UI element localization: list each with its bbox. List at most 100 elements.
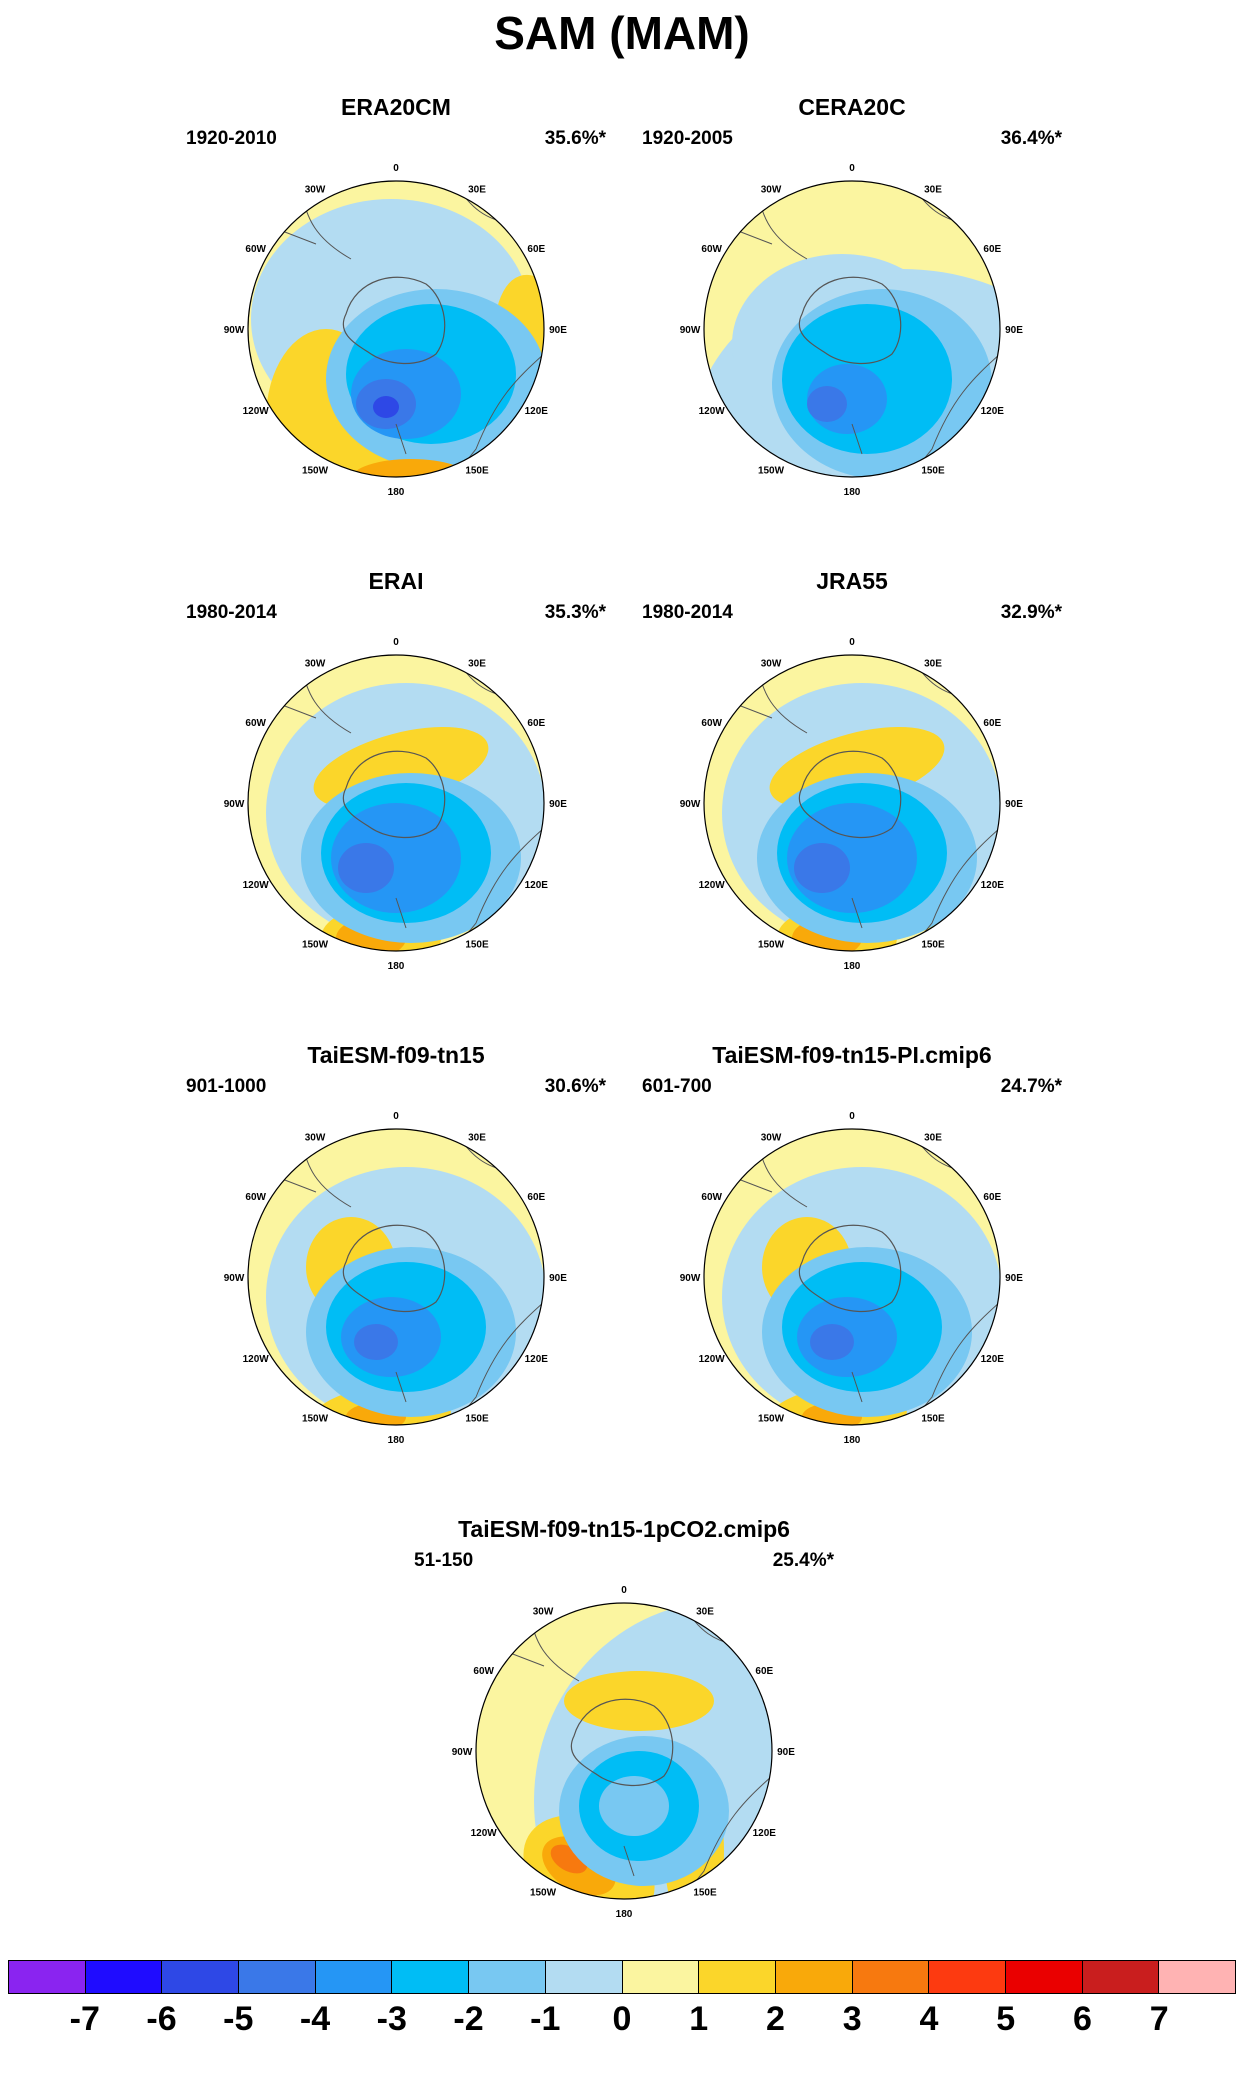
polar-map: 0 30E 60E 90E 120E 150E 180 150W 120W 90W 60W 30W [224, 637, 568, 972]
longitude-label: 90W [680, 325, 701, 336]
longitude-label: 150E [921, 465, 945, 476]
panel-variance: 35.3%* [544, 602, 606, 623]
longitude-label: 90W [224, 325, 245, 336]
longitude-label: 30E [924, 185, 942, 196]
contour-region [794, 843, 850, 893]
longitude-label: 90E [777, 1747, 795, 1758]
longitude-label: 180 [844, 487, 861, 498]
panel-title: ERAI [368, 568, 424, 594]
longitude-label: 0 [393, 1111, 399, 1122]
longitude-label: 30W [305, 185, 326, 196]
contour-region [354, 1324, 398, 1360]
colorbar-ticks: -7 -6 -5 -4 -3 -2 -1 0 1 2 3 4 5 6 7 [8, 2000, 1236, 2050]
figure-title: SAM (MAM) [494, 7, 750, 59]
contour-region [807, 386, 847, 422]
longitude-label: 60E [755, 1666, 773, 1677]
colorbar-swatch [545, 1961, 623, 1993]
longitude-label: 180 [616, 1909, 633, 1920]
polar-map: 0 30E 60E 90E 120E 150E 180 150W 120W 90W 60W 30W [680, 163, 1024, 498]
australia-coastline [395, 827, 544, 949]
longitude-label: 120W [699, 1354, 726, 1365]
longitude-label: 60E [983, 244, 1001, 255]
colorbar-tick-label: 6 [1073, 2000, 1092, 2038]
panel-title: TaiESM-f09-tn15-PI.cmip6 [712, 1042, 992, 1068]
longitude-label: 0 [849, 637, 855, 648]
australia-coastline [851, 827, 1000, 949]
antarctica-coastline [342, 276, 446, 365]
longitude-label: 120E [981, 406, 1005, 417]
colorbar-swatch [392, 1961, 470, 1993]
colorbar-swatch [162, 1961, 240, 1993]
colorbar-swatch [699, 1961, 776, 1993]
longitude-label: 90E [549, 1273, 567, 1284]
longitude-label: 60E [983, 718, 1001, 729]
longitude-label: 0 [849, 163, 855, 174]
colorbar-tick-label: -3 [376, 2000, 407, 2038]
colorbar-swatch [775, 1961, 853, 1993]
longitude-label: 120W [243, 880, 270, 891]
longitude-label: 120E [981, 1354, 1005, 1365]
panel-period: 1920-2010 [186, 128, 277, 149]
longitude-label: 150W [302, 1413, 329, 1424]
longitude-label: 60W [701, 718, 722, 729]
longitude-label: 150W [758, 1413, 785, 1424]
longitude-label: 120W [471, 1828, 498, 1839]
longitude-label: 30E [468, 1133, 486, 1144]
longitude-label: 150E [465, 939, 489, 950]
longitude-label: 30E [924, 1133, 942, 1144]
colorbar-swatch [85, 1961, 163, 1993]
map-frame [475, 1602, 773, 1900]
contour-field [248, 181, 544, 477]
longitude-label: 30E [696, 1607, 714, 1618]
longitude-label: 60W [701, 1192, 722, 1203]
colorbar-tick-label: -5 [223, 2000, 254, 2038]
map-frame [247, 1128, 545, 1426]
longitude-label: 90W [224, 1273, 245, 1284]
panel-variance: 35.6%* [544, 128, 606, 149]
longitude-label: 120E [981, 880, 1005, 891]
longitude-label: 150W [758, 465, 785, 476]
longitude-label: 90W [680, 799, 701, 810]
longitude-label: 120E [525, 880, 549, 891]
longitude-label: 150E [921, 939, 945, 950]
longitude-label: 120E [525, 406, 549, 417]
longitude-label: 90W [452, 1747, 473, 1758]
longitude-label: 120W [243, 1354, 270, 1365]
longitude-label: 60W [701, 244, 722, 255]
colorbar-swatch [469, 1961, 546, 1993]
colorbar-swatch [1005, 1961, 1083, 1993]
australia-coastline [623, 1775, 772, 1897]
panel-jra55: JRA55 1980-2014 32.9%* 0 30E 60E 90E 120E 150… [642, 568, 1062, 1038]
antarctica-coastline [798, 1224, 902, 1313]
australia-coastline [395, 1301, 544, 1423]
colorbar-tick-label: -4 [299, 2000, 331, 2038]
map-frame [703, 654, 1001, 952]
longitude-label: 90E [1005, 799, 1023, 810]
contour-field [248, 655, 544, 951]
panel-period: 1920-2005 [642, 128, 733, 149]
polar-map: 0 30E 60E 90E 120E 150E 180 150W 120W 90W 60W 30W [224, 1111, 568, 1446]
longitude-label: 150W [302, 939, 329, 950]
longitude-label: 60W [245, 718, 266, 729]
panel-variance: 32.9%* [1000, 602, 1062, 623]
longitude-label: 60W [245, 1192, 266, 1203]
longitude-label: 30W [533, 1607, 554, 1618]
map-frame [247, 180, 545, 478]
panel-variance: 36.4%* [1000, 128, 1062, 149]
colorbar-swatch [9, 1961, 86, 1993]
longitude-label: 60E [527, 1192, 545, 1203]
panel-title: JRA55 [816, 568, 888, 594]
colorbar-tick-label: 2 [766, 2000, 785, 2038]
panel-title: ERA20CM [341, 94, 451, 120]
polar-map: 0 30E 60E 90E 120E 150E 180 150W 120W 90W 60W 30W [452, 1585, 796, 1920]
colorbar-swatch [622, 1961, 700, 1993]
panel-taiesm-1pco2: TaiESM-f09-tn15-1pCO2.cmip6 51-150 25.4%… [414, 1516, 834, 1986]
longitude-label: 30E [924, 659, 942, 670]
longitude-label: 30W [761, 659, 782, 670]
longitude-label: 180 [844, 1435, 861, 1446]
longitude-label: 120W [699, 406, 726, 417]
longitude-label: 150W [758, 939, 785, 950]
panel-period: 601-700 [642, 1076, 712, 1097]
panel-period: 901-1000 [186, 1076, 267, 1097]
longitude-label: 60W [473, 1666, 494, 1677]
